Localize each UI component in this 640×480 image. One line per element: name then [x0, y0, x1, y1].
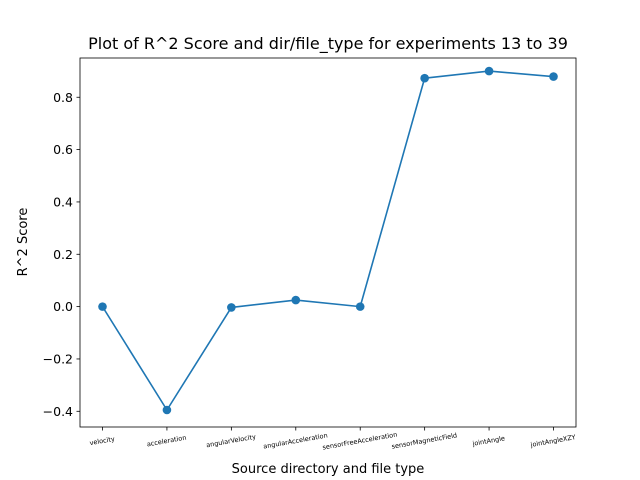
- x-tick-label: angularVelocity: [206, 433, 257, 450]
- y-tick-label: −0.4: [43, 404, 73, 419]
- data-point: [549, 72, 558, 81]
- y-tick-label: 0.6: [53, 142, 73, 157]
- data-point: [484, 66, 494, 76]
- x-tick-label: velocity: [89, 435, 116, 447]
- x-tick-label: angularAcceleration: [263, 431, 329, 450]
- y-axis-label: R^2 Score: [16, 208, 31, 277]
- y-tick-label: −0.2: [43, 351, 73, 366]
- x-axis-label: Source directory and file type: [232, 462, 425, 477]
- data-point: [420, 73, 429, 83]
- data-point: [291, 295, 301, 305]
- plot-frame: [79, 57, 577, 428]
- y-tick-label: 0.2: [53, 247, 73, 262]
- data-point: [355, 302, 365, 311]
- data-point: [98, 302, 107, 311]
- y-tick-label: 0.8: [53, 90, 73, 105]
- series-line: [101, 70, 555, 411]
- x-tick-label: sensorFreeAcceleration: [322, 431, 398, 452]
- y-tick-label: 0.4: [53, 194, 73, 209]
- x-tick-label: jointAngleXZY: [529, 433, 576, 449]
- x-tick-label: jointAngle: [471, 434, 506, 448]
- y-tick-label: 0.0: [53, 299, 73, 314]
- data-point: [162, 405, 172, 415]
- x-tick-label: acceleration: [146, 434, 187, 449]
- plot-layer: −0.4 −0.2 0.0 0.2 0.4 0.6 0.8 velocity accelerat…: [43, 57, 577, 452]
- chart-title: Plot of R^2 Score and dir/file_type for …: [88, 34, 568, 54]
- x-tick-label: sensorMagneticField: [391, 431, 458, 450]
- data-point: [227, 303, 236, 312]
